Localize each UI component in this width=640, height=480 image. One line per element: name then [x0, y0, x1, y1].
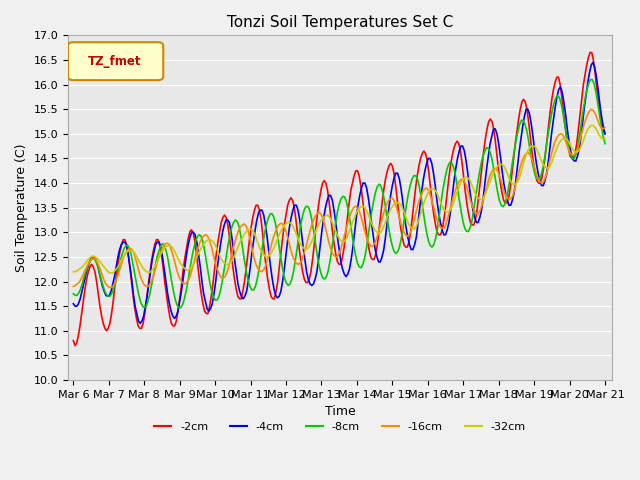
-2cm: [179, 269, 187, 275]
-16cm: [601, 124, 609, 130]
Line: -32cm: -32cm: [74, 125, 605, 273]
-32cm: [113, 265, 121, 271]
-32cm: [107, 270, 115, 276]
-4cm: [589, 60, 597, 65]
-32cm: [264, 254, 271, 260]
-16cm: [346, 213, 353, 219]
-32cm: [389, 204, 397, 209]
-4cm: [456, 148, 463, 154]
-8cm: [70, 291, 77, 297]
-8cm: [587, 77, 595, 83]
-4cm: [136, 321, 144, 326]
-8cm: [141, 305, 148, 311]
-2cm: [390, 170, 398, 176]
Line: -4cm: -4cm: [74, 62, 605, 324]
-4cm: [488, 133, 495, 139]
-8cm: [288, 276, 296, 282]
FancyBboxPatch shape: [68, 42, 163, 80]
X-axis label: Time: Time: [324, 405, 355, 418]
-2cm: [71, 343, 79, 348]
-8cm: [510, 150, 518, 156]
-8cm: [540, 165, 547, 170]
-32cm: [415, 218, 422, 224]
-32cm: [97, 261, 105, 266]
-2cm: [70, 338, 77, 344]
-32cm: [588, 122, 595, 128]
-4cm: [133, 311, 141, 316]
-2cm: [448, 153, 456, 159]
-8cm: [179, 302, 186, 308]
-4cm: [70, 301, 77, 307]
Title: Tonzi Soil Temperatures Set C: Tonzi Soil Temperatures Set C: [227, 15, 453, 30]
-16cm: [106, 285, 114, 290]
-4cm: [209, 301, 216, 307]
Text: TZ_fmet: TZ_fmet: [88, 55, 141, 68]
-16cm: [70, 284, 77, 289]
-16cm: [361, 229, 369, 235]
Line: -2cm: -2cm: [74, 53, 605, 346]
Line: -16cm: -16cm: [74, 109, 605, 288]
-16cm: [561, 136, 568, 142]
-4cm: [601, 131, 609, 137]
Line: -8cm: -8cm: [74, 80, 605, 308]
Y-axis label: Soil Temperature (C): Soil Temperature (C): [15, 144, 28, 272]
-2cm: [601, 131, 609, 137]
-2cm: [586, 50, 594, 56]
-16cm: [112, 279, 120, 285]
-32cm: [70, 269, 77, 275]
Legend: -2cm, -4cm, -8cm, -16cm, -32cm: -2cm, -4cm, -8cm, -16cm, -32cm: [150, 418, 530, 436]
-2cm: [307, 269, 315, 275]
-16cm: [536, 179, 543, 184]
-4cm: [305, 276, 312, 282]
-8cm: [601, 141, 609, 146]
-8cm: [559, 111, 567, 117]
-4cm: [298, 229, 305, 235]
-2cm: [550, 86, 557, 92]
-32cm: [139, 265, 147, 271]
-16cm: [547, 152, 555, 158]
-16cm: [588, 106, 595, 112]
-2cm: [405, 239, 413, 245]
-8cm: [517, 118, 525, 123]
-32cm: [601, 136, 609, 142]
